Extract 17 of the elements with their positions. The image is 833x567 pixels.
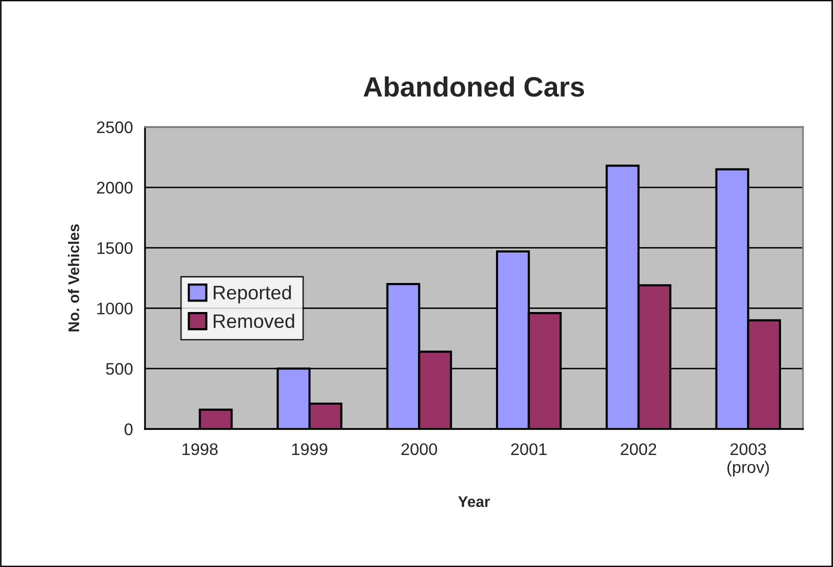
x-tick-label: 2001 [511, 443, 547, 456]
y-tick-label: 2000 [96, 182, 133, 194]
x-tick-label: 1998 [182, 443, 218, 456]
y-tick-label: 1000 [97, 302, 133, 314]
x-tick-label: 2003 (prov) [727, 443, 769, 476]
y-tick-label: 1500 [97, 242, 133, 254]
y-tick-label: 2500 [96, 121, 133, 134]
x-tick-label: 2002 [620, 443, 656, 456]
legend-label: Reported [214, 285, 291, 304]
legend-label: Removed [214, 314, 294, 328]
y-tick-label: 500 [106, 363, 133, 375]
y-tick-label: 0 [124, 423, 133, 436]
x-tick-label: 2000 [401, 443, 438, 456]
chart-title: Abandoned Cars [364, 76, 584, 97]
x-axis-title: Year [458, 496, 490, 508]
y-axis-title: No. of Vehicles [68, 224, 80, 332]
x-tick-label: 1999 [292, 443, 328, 456]
